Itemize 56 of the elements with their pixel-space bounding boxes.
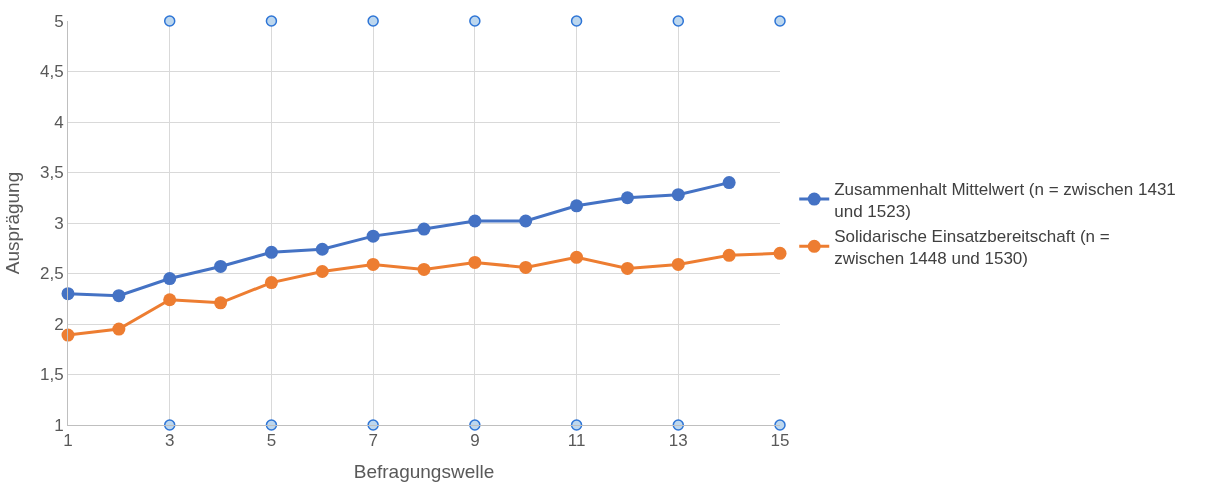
point: [519, 260, 533, 274]
point: [671, 257, 685, 271]
point: [366, 229, 380, 243]
point: [722, 176, 736, 190]
x-tick-label: 5: [266, 431, 277, 451]
point: [366, 257, 380, 271]
y-tick-label: 1: [54, 415, 64, 435]
point: [163, 15, 176, 27]
point: [672, 15, 685, 27]
point: [468, 214, 482, 228]
point: [417, 222, 431, 236]
x-tick-label: 3: [164, 431, 175, 451]
y-tick-label: 1,5: [39, 365, 64, 385]
x-tick-label: 9: [470, 431, 480, 451]
point: [671, 188, 685, 202]
point: [265, 419, 278, 431]
y-tick-label: 2: [54, 314, 64, 334]
y-tick-label: 3: [54, 213, 64, 233]
x-axis-title: Befragungswelle: [353, 461, 495, 483]
point: [112, 322, 126, 336]
x-tick-label: 7: [368, 431, 378, 451]
point: [163, 272, 177, 286]
point: [367, 15, 379, 27]
legend-label: Solidarische Einsatzbereitschaft (n = zwischen 1448 und 1530): [834, 226, 1110, 268]
y-tick-label: 4,5: [39, 62, 64, 82]
point: [773, 246, 787, 260]
point: [620, 261, 634, 275]
point: [265, 15, 278, 27]
y-tick-label: 5: [54, 11, 64, 31]
y-tick-label: 2,5: [39, 264, 64, 284]
x-tick-label: 15: [770, 431, 790, 451]
x-tick-label: 13: [668, 431, 688, 451]
point: [214, 296, 228, 310]
point: [112, 289, 126, 303]
point: [570, 419, 583, 431]
point: [468, 255, 482, 269]
point: [163, 293, 177, 307]
point: [570, 15, 583, 27]
point: [315, 242, 329, 256]
y-axis-title: Ausprägung: [1, 171, 23, 275]
point: [620, 191, 634, 205]
y-tick-label: 3,5: [39, 163, 64, 183]
legend-label: Zusammenhalt Mittelwert (n = zwischen 1431 und 1523): [834, 179, 1176, 221]
point: [264, 276, 278, 290]
point: [722, 248, 736, 262]
point: [417, 262, 431, 276]
point: [264, 245, 278, 259]
y-tick-label: 4: [54, 112, 64, 132]
point: [774, 15, 786, 27]
point: [315, 264, 329, 278]
point: [570, 199, 584, 213]
point: [214, 259, 228, 273]
point: [469, 15, 481, 27]
point: [519, 214, 533, 228]
x-tick-label: 11: [567, 431, 586, 451]
point: [570, 250, 584, 264]
